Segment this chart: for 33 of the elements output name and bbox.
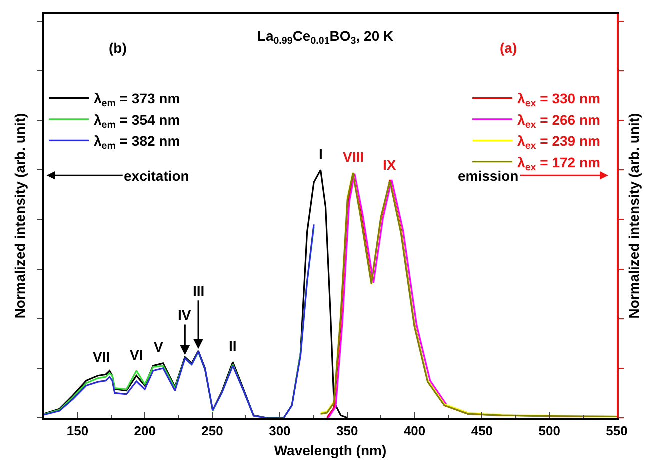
legend-label: λ$_{em}$ = 382 nm	[94, 133, 180, 152]
annotation: IV	[178, 307, 192, 323]
legend-label: λ$_{ex}$ = 172 nm	[518, 154, 600, 174]
x-tick-label: 350	[336, 424, 358, 439]
x-tick-label: 400	[404, 424, 426, 439]
legend-label: λ$_{em}$ = 354 nm	[94, 112, 180, 131]
x-tick-label: 250	[202, 424, 224, 439]
legend-label: λ$_{ex}$ = 239 nm	[518, 133, 600, 152]
legend-label: λ$_{em}$ = 373 nm	[94, 90, 180, 110]
legend-label: λ$_{ex}$ = 266 nm	[518, 112, 600, 131]
annotation: I	[319, 146, 323, 162]
annotation: excitation	[124, 168, 190, 184]
y-axis-title: Normalized intensity (arb. unit)	[12, 113, 28, 319]
x-tick-label: 500	[538, 424, 560, 439]
y2-axis-title: Normalized intensity (arb. unit)	[626, 113, 642, 319]
annotation: III	[193, 283, 205, 299]
x-tick-label: 150	[66, 424, 89, 439]
annotation: V	[154, 339, 164, 355]
annotation: IX	[383, 157, 397, 173]
x-tick-label: 450	[471, 424, 494, 439]
annotation: VIII	[343, 149, 364, 165]
x-tick-label: 200	[134, 424, 156, 439]
annotation: VI	[130, 347, 144, 363]
x-axis-title: Wavelength (nm)	[274, 442, 387, 458]
annotation: emission	[458, 168, 519, 184]
legend-label: λ$_{ex}$ = 330 nm	[518, 90, 600, 110]
x-tick-label: 550	[606, 424, 628, 439]
annotation: VII	[93, 349, 110, 365]
text: (a)	[500, 40, 518, 56]
x-tick-label: 300	[269, 424, 291, 439]
annotation: II	[229, 338, 237, 354]
chart-title: La$_{0.99}$Ce$_{0.01}$BO$_{3}$, 20 K	[257, 28, 394, 47]
text: (b)	[109, 40, 127, 56]
